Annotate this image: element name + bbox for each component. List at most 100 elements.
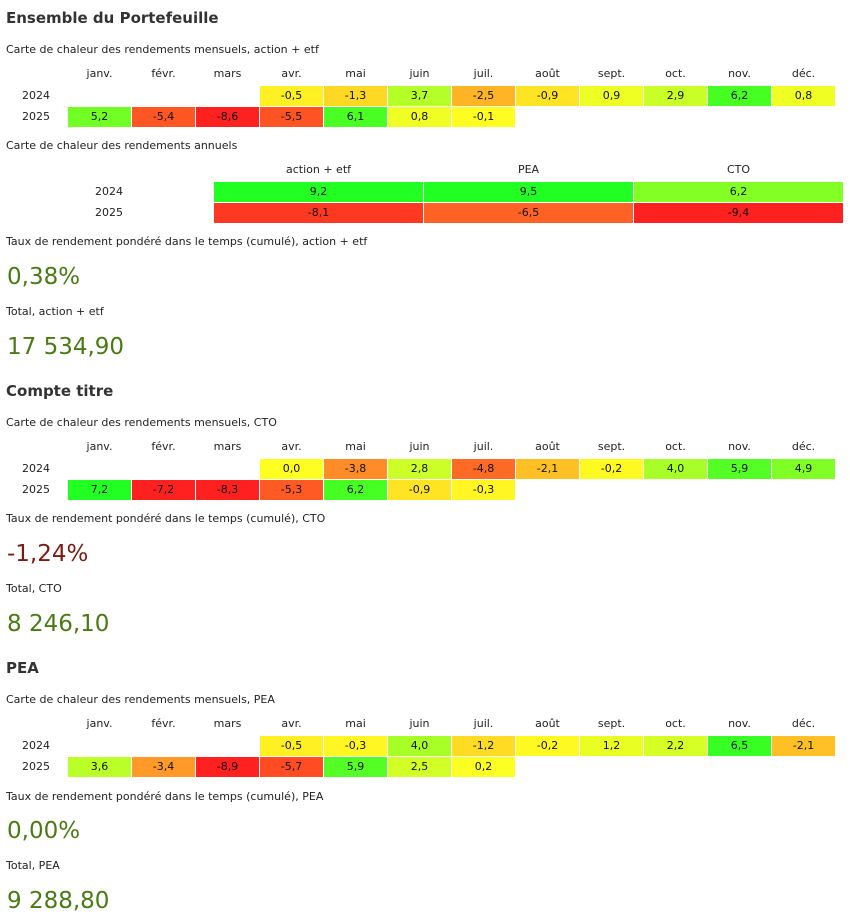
heatmap-cell: 6,1 (324, 107, 387, 127)
heatmap-cell: 5,9 (324, 757, 387, 777)
column-header: mai (345, 717, 366, 730)
column-header: action + etf (285, 163, 352, 176)
heatmap-cto-monthly: janv. févr. mars avr. mai juin juil. août sept. o… (0, 439, 850, 503)
heatmap-cell: 2,8 (388, 459, 451, 479)
heatmap-cell: 2,5 (388, 757, 451, 777)
heatmap-cell: 6,2 (634, 182, 843, 202)
caption-pea-twr: Taux de rendement pondéré dans le temps … (6, 790, 324, 803)
column-header: mars (213, 67, 242, 80)
heatmap-cell: -9,4 (634, 203, 843, 223)
heatmap-cell: -8,1 (214, 203, 423, 223)
column-header: févr. (151, 67, 176, 80)
heatmap-cell: -2,1 (516, 459, 579, 479)
heatmap-cell: 9,5 (424, 182, 633, 202)
column-header: nov. (728, 717, 751, 730)
caption-portfolio-monthly: Carte de chaleur des rendements mensuels… (6, 43, 319, 56)
heatmap-cell: 3,7 (388, 86, 451, 106)
caption-cto-twr: Taux de rendement pondéré dans le temps … (6, 512, 326, 525)
heatmap-cell: 2,2 (644, 736, 707, 756)
heatmap-cell: -8,3 (196, 480, 259, 500)
column-header: oct. (665, 717, 686, 730)
column-header: août (535, 67, 560, 80)
heatmap-cell: 0,0 (260, 459, 323, 479)
heatmap-cell: 6,2 (708, 86, 771, 106)
heatmap-cell: -0,1 (452, 107, 515, 127)
row-label-year: 2025 (22, 110, 50, 123)
column-header: janv. (86, 440, 113, 453)
row-label-year: 2024 (22, 462, 50, 475)
heatmap-cell: -0,9 (388, 480, 451, 500)
heatmap-cell: 0,2 (452, 757, 515, 777)
heatmap-cell: -5,3 (260, 480, 323, 500)
heatmap-cell: -8,9 (196, 757, 259, 777)
row-label-year: 2024 (22, 739, 50, 752)
heatmap-cell: -3,8 (324, 459, 387, 479)
heatmap-cell: -0,5 (260, 86, 323, 106)
heatmap-cell: -3,4 (132, 757, 195, 777)
heatmap-cell: -5,7 (260, 757, 323, 777)
column-header: sept. (597, 67, 626, 80)
heatmap-cell: 0,9 (580, 86, 643, 106)
caption-pea-monthly: Carte de chaleur des rendements mensuels… (6, 693, 275, 706)
column-header: sept. (597, 440, 626, 453)
heatmap-cell: -0,2 (580, 459, 643, 479)
column-header: avr. (281, 67, 302, 80)
heatmap-cell: 6,2 (324, 480, 387, 500)
caption-cto-monthly: Carte de chaleur des rendements mensuels… (6, 416, 277, 429)
section-title-cto: Compte titre (6, 382, 114, 400)
kpi-portfolio-twr: 0,38% (7, 264, 81, 290)
column-header: juil. (473, 67, 494, 80)
kpi-pea-twr: 0,00% (7, 818, 81, 844)
heatmap-cell: -5,4 (132, 107, 195, 127)
heatmap-cell: -0,9 (516, 86, 579, 106)
heatmap-portfolio-monthly: janv. févr. mars avr. mai juin juil. août sept. o… (0, 66, 850, 130)
column-header: mai (345, 67, 366, 80)
row-label-year: 2025 (95, 206, 123, 219)
heatmap-cell: -8,6 (196, 107, 259, 127)
heatmap-cell: -2,1 (772, 736, 835, 756)
column-header: CTO (726, 163, 751, 176)
heatmap-cell: -1,2 (452, 736, 515, 756)
heatmap-portfolio-annual: action + etf PEA CTO 2024 9,2 9,5 6,2 2025 -8,1-… (0, 162, 850, 226)
column-header: déc. (791, 67, 816, 80)
kpi-cto-twr: -1,24% (7, 541, 89, 567)
column-header: nov. (728, 440, 751, 453)
heatmap-cell: -4,8 (452, 459, 515, 479)
column-header: mars (213, 440, 242, 453)
column-header: PEA (517, 163, 540, 176)
kpi-cto-total: 8 246,10 (7, 611, 110, 637)
heatmap-cell: -1,3 (324, 86, 387, 106)
heatmap-cell: 9,2 (214, 182, 423, 202)
column-header: avr. (281, 717, 302, 730)
heatmap-cell: -0,3 (452, 480, 515, 500)
heatmap-cell: 2,9 (644, 86, 707, 106)
heatmap-cell: -0,3 (324, 736, 387, 756)
caption-portfolio-annual: Carte de chaleur des rendements annuels (6, 139, 238, 152)
heatmap-cell: -5,5 (260, 107, 323, 127)
caption-cto-total: Total, CTO (6, 582, 62, 595)
column-header: déc. (791, 717, 816, 730)
section-title-portfolio: Ensemble du Portefeuille (6, 9, 219, 27)
heatmap-cell: 6,5 (708, 736, 771, 756)
column-header: juin (409, 717, 430, 730)
heatmap-cell: 3,6 (68, 757, 131, 777)
heatmap-cell: 5,2 (68, 107, 131, 127)
caption-portfolio-total: Total, action + etf (6, 305, 104, 318)
column-header: juil. (473, 717, 494, 730)
column-header: avr. (281, 440, 302, 453)
column-header: oct. (665, 440, 686, 453)
column-header: oct. (665, 67, 686, 80)
kpi-portfolio-total: 17 534,90 (7, 334, 125, 360)
heatmap-pea-monthly: janv. févr. mars avr. mai juin juil. août sept. o… (0, 716, 850, 780)
section-title-pea: PEA (6, 659, 39, 677)
row-label-year: 2025 (22, 760, 50, 773)
kpi-pea-total: 9 288,80 (7, 888, 110, 914)
heatmap-cell: 4,0 (644, 459, 707, 479)
column-header: juin (409, 440, 430, 453)
column-header: juin (409, 67, 430, 80)
heatmap-cell: -2,5 (452, 86, 515, 106)
heatmap-cell: 1,2 (580, 736, 643, 756)
heatmap-cell: 4,0 (388, 736, 451, 756)
column-header: juil. (473, 440, 494, 453)
column-header: nov. (728, 67, 751, 80)
